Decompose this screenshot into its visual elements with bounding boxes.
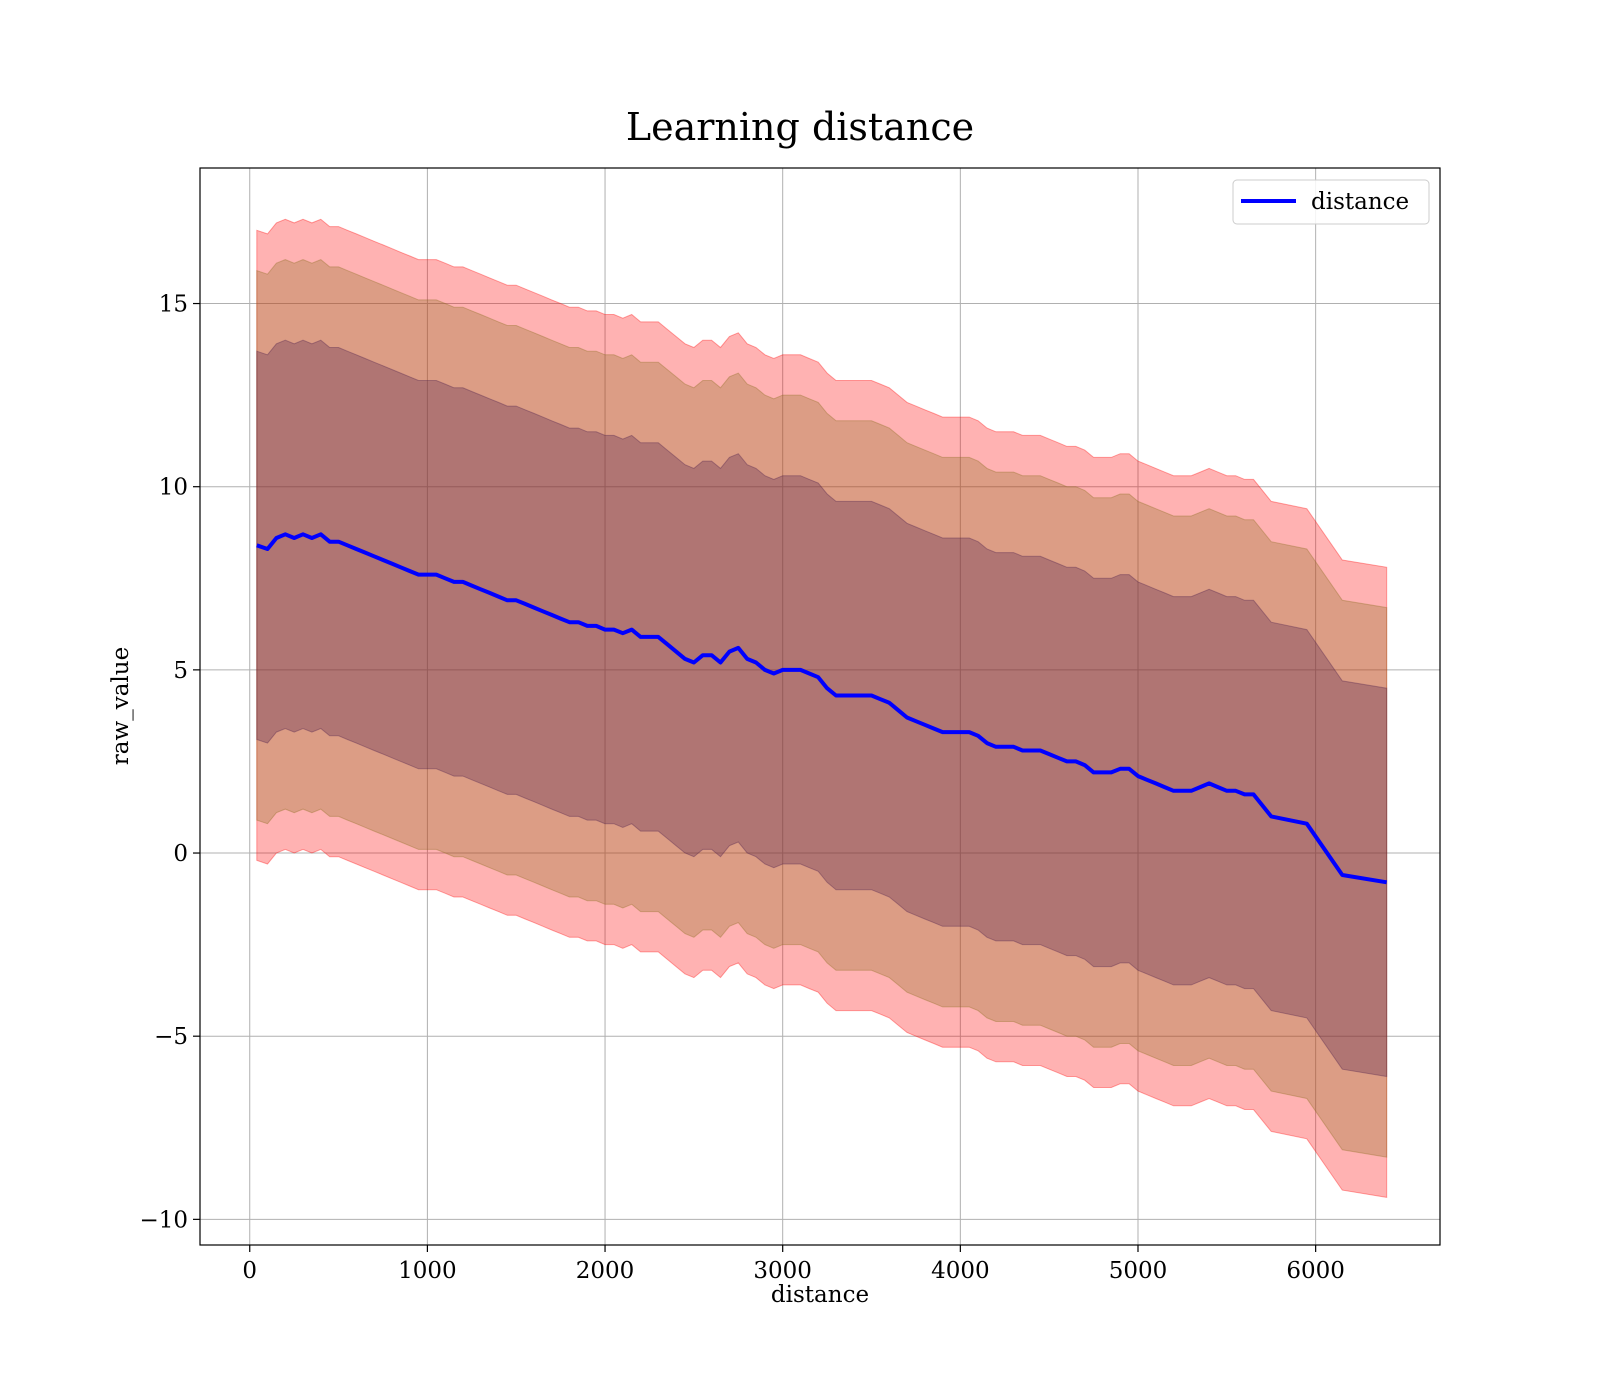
y-tick-label: −10 xyxy=(139,1207,188,1233)
plot-frame xyxy=(199,167,1441,1246)
x-axis-label: distance xyxy=(771,1282,869,1308)
x-tick-label: 2000 xyxy=(576,1258,635,1284)
y-tick-label: 10 xyxy=(159,475,188,501)
y-tick-label: 0 xyxy=(173,841,188,867)
series-line-distance xyxy=(256,532,1388,885)
confidence-bands xyxy=(256,218,1388,1198)
x-tick-label: 1000 xyxy=(398,1258,457,1284)
band-middle xyxy=(256,259,1388,1158)
y-tick-label: 5 xyxy=(173,658,188,684)
legend-box xyxy=(1232,179,1430,225)
legend-entry-distance: distance xyxy=(1311,189,1409,215)
x-tick-label: 6000 xyxy=(1286,1258,1345,1284)
band-outer xyxy=(256,218,1388,1198)
series-lines xyxy=(256,532,1388,885)
legend: distance xyxy=(1232,179,1430,225)
x-tick-label: 3000 xyxy=(753,1258,812,1284)
band-inner xyxy=(256,339,1388,1078)
y-axis-label: raw_value xyxy=(108,647,134,765)
y-tick-label: −5 xyxy=(154,1024,188,1050)
grid xyxy=(200,168,1440,1245)
x-tick-label: 5000 xyxy=(1109,1258,1168,1284)
y-tick-label: 15 xyxy=(159,292,188,318)
x-tick-label: 4000 xyxy=(931,1258,990,1284)
axis-ticks: 0 1000 2000 3000 4000 5000 6000 −10 −5 0 5 10 15 xyxy=(139,292,1344,1284)
chart-title: Learning distance xyxy=(626,105,974,149)
x-tick-label: 0 xyxy=(242,1258,257,1284)
